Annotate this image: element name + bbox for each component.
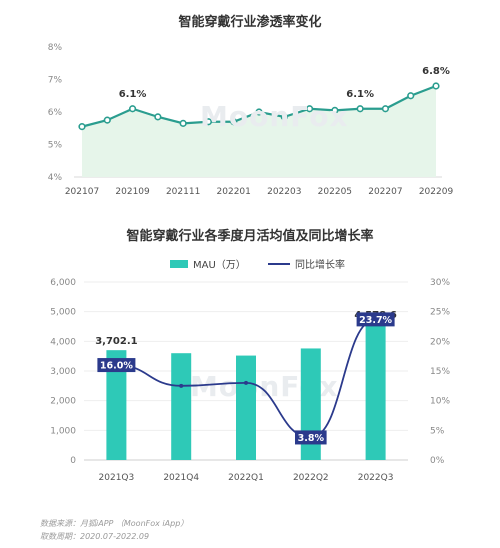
x-tick-label: 202111 — [166, 187, 200, 197]
mau-bar — [171, 353, 192, 460]
y2-tick-label: 5% — [430, 426, 445, 436]
penetration-point — [356, 105, 364, 113]
x-tick-label: 2022Q1 — [228, 473, 264, 483]
penetration-point — [179, 119, 187, 127]
penetration-point — [78, 123, 86, 131]
growth-label-box — [97, 358, 136, 373]
x-tick-label: 202109 — [115, 187, 150, 197]
legend-swatch-growth — [268, 262, 290, 265]
x-tick-label: 202203 — [267, 187, 301, 197]
y2-tick-label: 10% — [430, 397, 450, 407]
x-tick-label: 202209 — [419, 187, 454, 197]
data-period-note: 取数周期：2020.07-2022.09 — [40, 532, 150, 541]
y-tick-label: 3,000 — [50, 367, 76, 377]
y2-tick-label: 30% — [430, 278, 450, 288]
penetration-area — [82, 86, 436, 177]
growth-data-label: 3.8% — [295, 430, 327, 445]
penetration-point — [407, 92, 415, 100]
mau-bar — [236, 355, 256, 460]
penetration-point — [255, 108, 263, 116]
y-tick-label: 5,000 — [50, 308, 76, 318]
y2-tick-label: 20% — [430, 337, 450, 347]
penetration-point — [305, 105, 314, 113]
penetration-data-label: 6.1% — [346, 89, 374, 100]
x-tick-label: 2021Q3 — [99, 473, 135, 483]
y-tick-label: 2,000 — [50, 397, 76, 407]
growth-label-text: 16.0% — [100, 361, 133, 372]
x-tick-label: 202201 — [217, 187, 251, 197]
penetration-data-label: 6.8% — [422, 66, 450, 77]
penetration-point — [204, 118, 213, 126]
data-source-note: 数据来源：月狐iAPP （MoonFox iApp） — [40, 519, 189, 528]
x-tick-label: 2021Q4 — [163, 473, 199, 483]
penetration-point — [280, 113, 288, 121]
y-tick-label: 6% — [48, 108, 63, 118]
growth-data-label: 23.7% — [356, 312, 395, 327]
mau-bar — [106, 350, 127, 460]
penetration-point — [230, 118, 238, 126]
y-tick-label: 8% — [48, 43, 63, 53]
y-tick-label: 4% — [48, 173, 63, 183]
penetration-point — [432, 82, 440, 90]
chart2-title: 智能穿戴行业各季度月活均值及同比增长率 — [126, 229, 374, 244]
y-tick-label: 1,000 — [50, 426, 76, 436]
y2-tick-label: 0% — [430, 456, 445, 466]
x-tick-label: 2022Q3 — [358, 473, 394, 483]
growth-label-text: 23.7% — [359, 315, 392, 326]
watermark-1: MoonFox — [200, 100, 349, 133]
penetration-data-label: 6.1% — [119, 89, 147, 100]
growth-point — [244, 380, 248, 385]
y-tick-label: 6,000 — [50, 278, 76, 288]
x-tick-label: 202207 — [368, 187, 402, 197]
penetration-point — [154, 113, 162, 121]
y-tick-label: 7% — [48, 76, 63, 86]
chart1-title: 智能穿戴行业渗透率变化 — [178, 15, 322, 30]
growth-label-text: 3.8% — [298, 433, 325, 444]
legend-label-growth: 同比增长率 — [295, 260, 345, 271]
mau-data-label: 3,702.1 — [95, 336, 137, 347]
y2-tick-label: 25% — [430, 308, 450, 318]
penetration-point — [103, 116, 111, 124]
growth-label-box — [295, 430, 327, 445]
mau-bar — [365, 324, 386, 460]
y-tick-label: 5% — [48, 141, 63, 151]
y-tick-label: 0 — [70, 456, 76, 466]
x-tick-label: 2022Q2 — [293, 473, 329, 483]
penetration-chart: 4% 5% 6% 7% 8% 6.1% 6.1% 6.8% 202107 202109 202111… — [48, 43, 454, 197]
chart2-legend: MAU（万） 同比增长率 — [0, 256, 500, 272]
growth-label-box — [356, 312, 395, 327]
penetration-point — [381, 105, 390, 113]
penetration-point — [128, 105, 137, 113]
x-tick-label: 202205 — [318, 187, 352, 197]
legend-item-growth: 同比增长率 — [268, 256, 345, 271]
y-tick-label: 4,000 — [50, 337, 76, 347]
x-tick-label: 202107 — [65, 187, 99, 197]
penetration-point — [331, 106, 339, 114]
growth-data-label: 16.0% — [97, 358, 136, 373]
mau-growth-chart: 0 1,000 2,000 3,000 4,000 5,000 6,000 0% 5% 10% 15… — [50, 278, 450, 483]
growth-point — [179, 383, 184, 388]
growth-line — [116, 318, 376, 439]
legend-swatch-mau — [170, 259, 188, 268]
y2-tick-label: 15% — [430, 367, 450, 377]
legend-item-mau: MAU（万） — [170, 256, 246, 271]
legend-label-mau: MAU（万） — [193, 260, 246, 271]
